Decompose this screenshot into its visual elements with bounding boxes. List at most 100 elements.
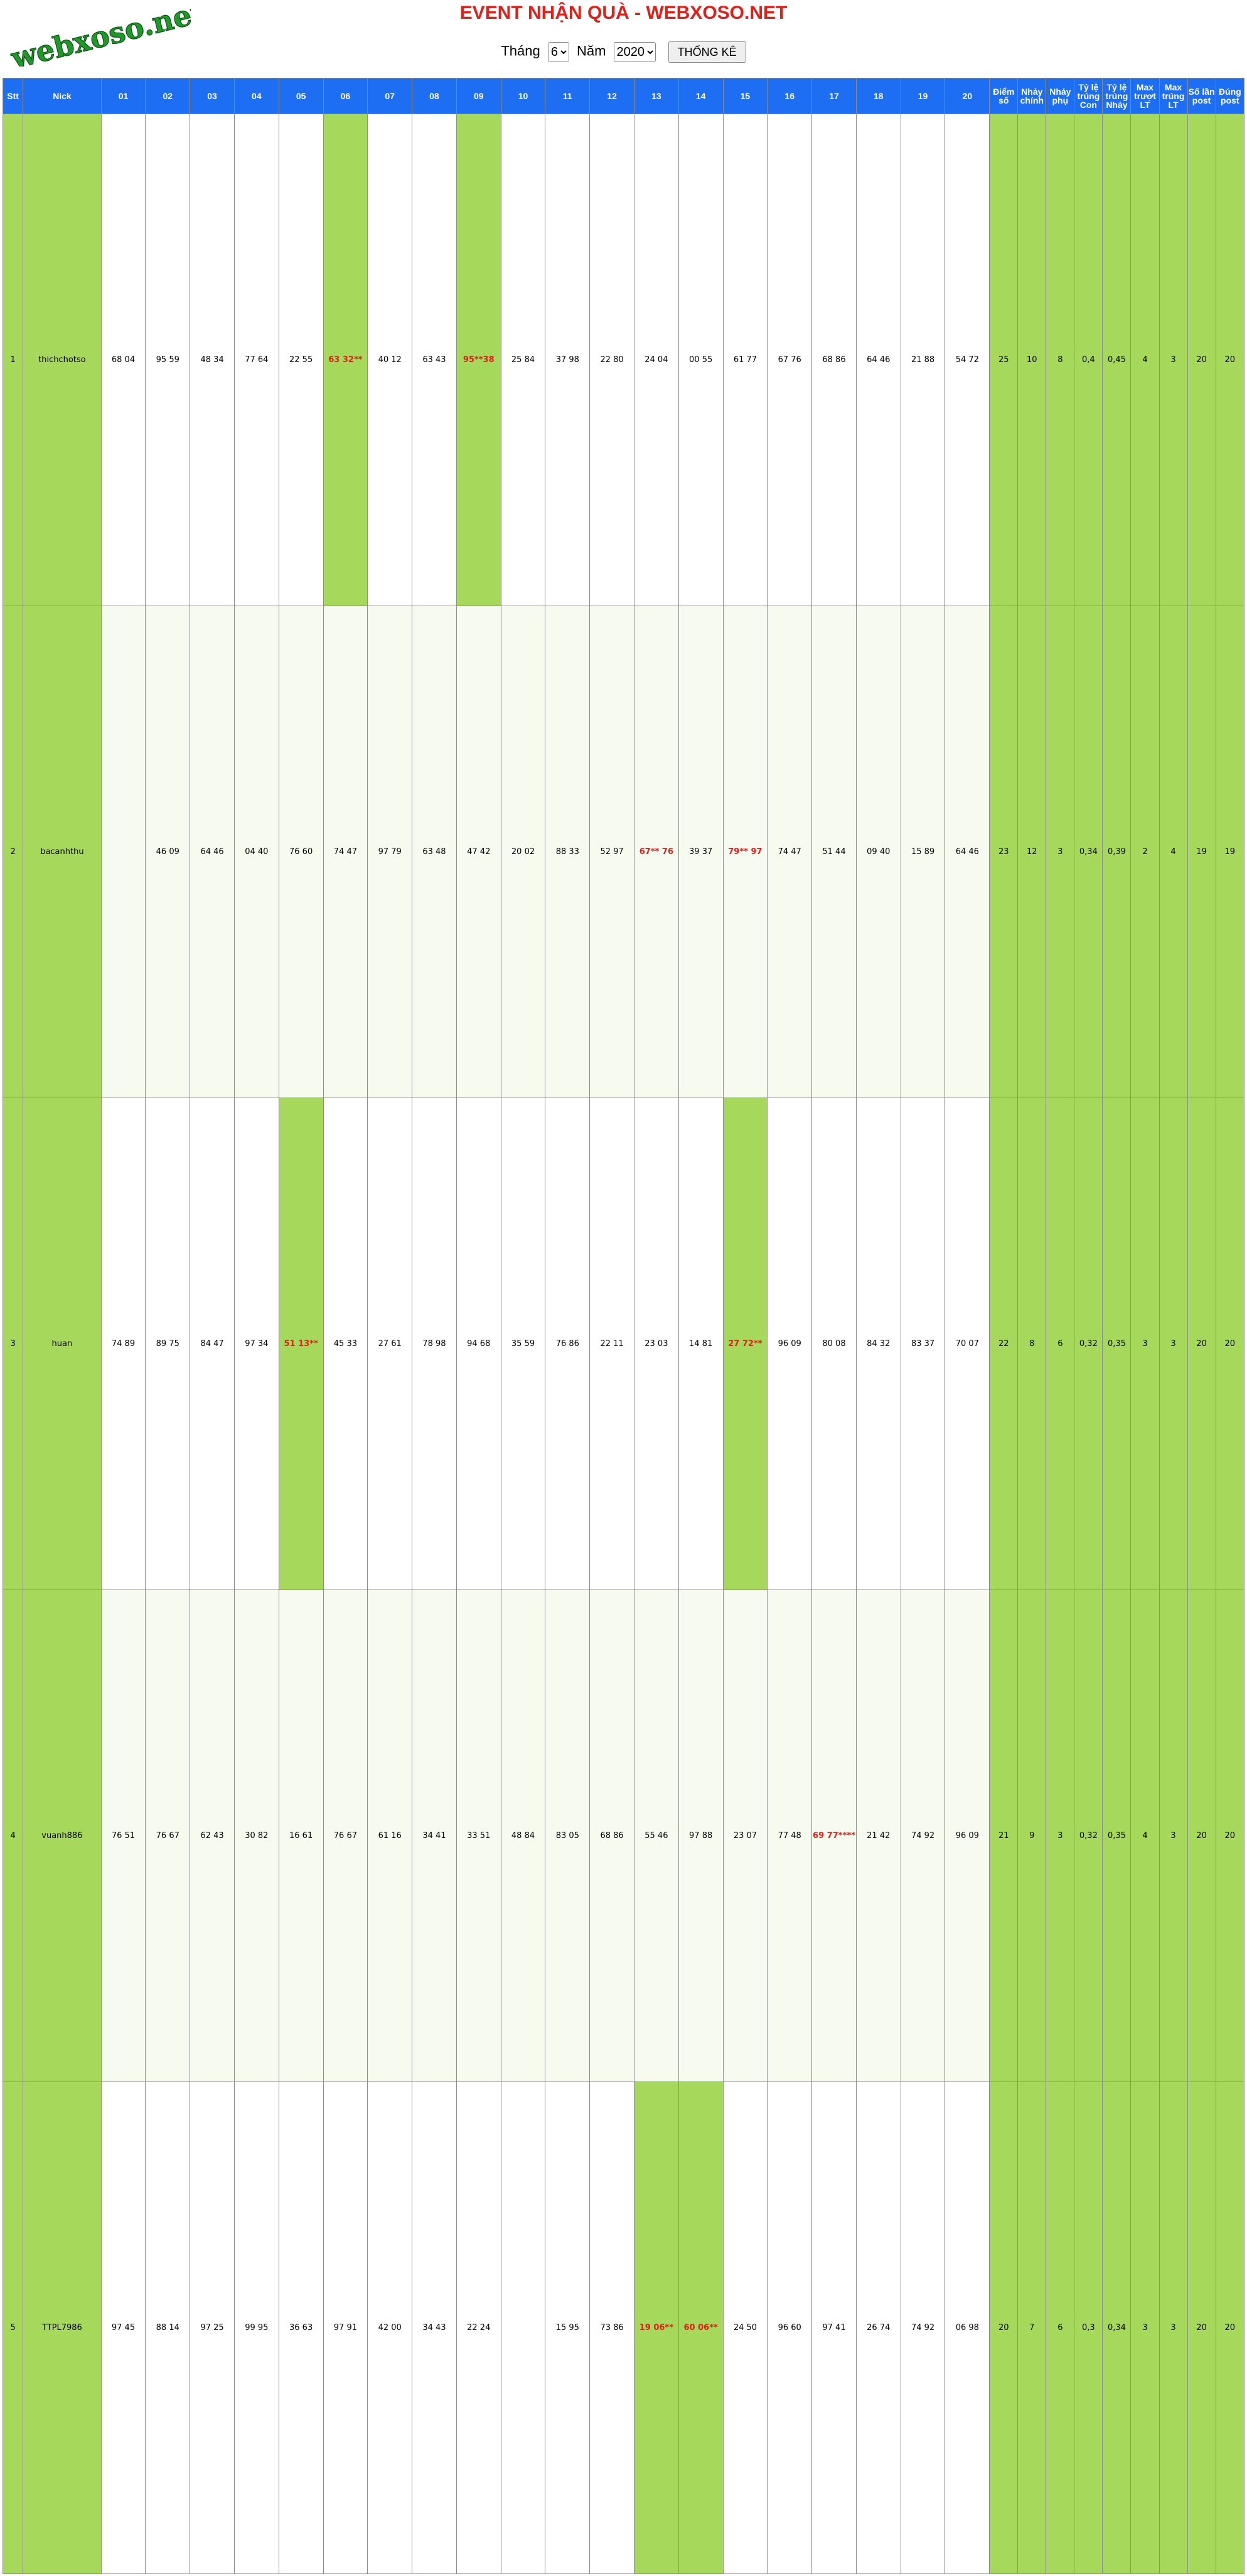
stat-cell: 20 bbox=[1215, 2082, 1245, 2574]
pick-cell: 06 98 bbox=[945, 2082, 990, 2574]
pick-cell: 23 03 bbox=[633, 1098, 679, 1590]
nick-cell[interactable]: vuanh886 bbox=[23, 1590, 102, 2082]
stat-cell: 3 bbox=[1159, 114, 1188, 606]
nick-cell[interactable]: bacanhthu bbox=[23, 606, 102, 1098]
nick-cell[interactable]: thichchotso bbox=[23, 114, 102, 606]
pick-cell: 97 41 bbox=[811, 2082, 857, 2574]
pick-cell: 96 09 bbox=[767, 1098, 813, 1590]
pick-cell: 64 46 bbox=[190, 606, 235, 1098]
pick-cell: 84 32 bbox=[855, 1098, 901, 1590]
pick-cell: 51 13** bbox=[278, 1098, 324, 1590]
month-label: Tháng bbox=[501, 43, 540, 59]
stat-cell: 20 bbox=[1187, 1590, 1216, 2082]
pick-cell: 77 48 bbox=[767, 1590, 813, 2082]
pick-cell: 21 88 bbox=[900, 114, 946, 606]
row-index: 3 bbox=[2, 1098, 24, 1590]
stats-table: Stt Nick 01 02 03 04 05 06 07 08 09 10 11 12 13 14 15 16 1… bbox=[2, 78, 1245, 2574]
stat-cell: 0,4 bbox=[1074, 114, 1103, 606]
column-header: Điểm số bbox=[989, 78, 1019, 114]
pick-cell: 04 40 bbox=[233, 606, 279, 1098]
stat-cell: 22 bbox=[989, 1098, 1019, 1590]
row-index: 1 bbox=[2, 114, 24, 606]
pick-cell: 15 95 bbox=[545, 2082, 591, 2574]
pick-cell: 97 45 bbox=[100, 2082, 146, 2574]
stat-cell: 7 bbox=[1017, 2082, 1047, 2574]
pick-cell: 26 74 bbox=[855, 2082, 901, 2574]
pick-cell: 62 43 bbox=[190, 1590, 235, 2082]
pick-cell: 61 77 bbox=[722, 114, 768, 606]
stat-cell: 23 bbox=[989, 606, 1019, 1098]
pick-cell: 96 60 bbox=[767, 2082, 813, 2574]
pick-cell: 22 55 bbox=[278, 114, 324, 606]
month-select[interactable]: 6 bbox=[547, 41, 569, 62]
column-header: 07 bbox=[367, 78, 413, 114]
pick-cell: 33 51 bbox=[456, 1590, 501, 2082]
stat-cell: 20 bbox=[1187, 1098, 1216, 1590]
stat-cell: 20 bbox=[1187, 114, 1216, 606]
column-header: Max trượt LT bbox=[1130, 78, 1160, 114]
pick-cell: 77 64 bbox=[233, 114, 279, 606]
pick-cell: 48 84 bbox=[500, 1590, 546, 2082]
pick-cell: 24 04 bbox=[633, 114, 679, 606]
pick-cell: 46 09 bbox=[145, 606, 191, 1098]
nick-cell[interactable]: TTPL7986 bbox=[23, 2082, 102, 2574]
pick-cell: 47 42 bbox=[456, 606, 501, 1098]
filter-form: Tháng 6 Năm 2020 THỐNG KÊ bbox=[0, 41, 1247, 63]
pick-cell: 89 75 bbox=[145, 1098, 191, 1590]
stat-cell: 25 bbox=[989, 114, 1019, 606]
pick-cell: 97 91 bbox=[323, 2082, 368, 2574]
pick-cell: 68 86 bbox=[811, 114, 857, 606]
column-header: 01 bbox=[100, 78, 146, 114]
column-header: 02 bbox=[145, 78, 191, 114]
column-header: Nick bbox=[23, 78, 102, 114]
pick-cell: 79** 97 bbox=[722, 606, 768, 1098]
pick-cell: 97 25 bbox=[190, 2082, 235, 2574]
stat-cell: 19 bbox=[1187, 606, 1216, 1098]
stat-cell: 4 bbox=[1130, 114, 1160, 606]
pick-cell: 30 82 bbox=[233, 1590, 279, 2082]
stat-cell: 0,32 bbox=[1074, 1098, 1103, 1590]
pick-cell: 52 97 bbox=[589, 606, 634, 1098]
stat-cell: 8 bbox=[1017, 1098, 1047, 1590]
column-header: 08 bbox=[412, 78, 457, 114]
pick-cell: 36 63 bbox=[278, 2082, 324, 2574]
stat-cell: 3 bbox=[1159, 1098, 1188, 1590]
stat-cell: 20 bbox=[1215, 1098, 1245, 1590]
pick-cell: 42 00 bbox=[367, 2082, 413, 2574]
pick-cell: 68 04 bbox=[100, 114, 146, 606]
stat-cell: 20 bbox=[989, 2082, 1019, 2574]
pick-cell: 24 50 bbox=[722, 2082, 768, 2574]
pick-cell: 21 42 bbox=[855, 1590, 901, 2082]
pick-cell: 61 16 bbox=[367, 1590, 413, 2082]
year-select[interactable]: 2020 bbox=[613, 41, 656, 62]
column-header: 06 bbox=[323, 78, 368, 114]
pick-cell: 76 67 bbox=[145, 1590, 191, 2082]
pick-cell: 67 76 bbox=[767, 114, 813, 606]
stat-cell: 10 bbox=[1017, 114, 1047, 606]
column-header: 10 bbox=[500, 78, 546, 114]
stat-cell: 0,45 bbox=[1102, 114, 1132, 606]
pick-cell: 80 08 bbox=[811, 1098, 857, 1590]
pick-cell: 97 34 bbox=[233, 1098, 279, 1590]
column-header: 18 bbox=[855, 78, 901, 114]
table-row: 3 huan 74 89 89 75 84 47 97 34 51 13** 45 33 27 … bbox=[2, 1098, 1245, 1590]
pick-cell: 34 41 bbox=[412, 1590, 457, 2082]
pick-cell: 83 05 bbox=[545, 1590, 591, 2082]
nick-cell[interactable]: huan bbox=[23, 1098, 102, 1590]
column-header: 15 bbox=[722, 78, 768, 114]
page-header: webxoso.net EVENT NHẬN QUÀ - WEBXOSO.NET… bbox=[0, 0, 1247, 74]
page-title: EVENT NHẬN QUÀ - WEBXOSO.NET bbox=[459, 3, 788, 23]
stat-cell: 3 bbox=[1130, 1098, 1160, 1590]
pick-cell: 22 80 bbox=[589, 114, 634, 606]
pick-cell: 76 51 bbox=[100, 1590, 146, 2082]
pick-cell: 97 79 bbox=[367, 606, 413, 1098]
stat-cell: 0,32 bbox=[1074, 1590, 1103, 2082]
column-header: 19 bbox=[900, 78, 946, 114]
pick-cell: 73 86 bbox=[589, 2082, 634, 2574]
submit-button[interactable]: THỐNG KÊ bbox=[668, 41, 746, 63]
column-header: 11 bbox=[545, 78, 591, 114]
pick-cell: 84 47 bbox=[190, 1098, 235, 1590]
stat-cell: 3 bbox=[1046, 1590, 1075, 2082]
pick-cell: 76 86 bbox=[545, 1098, 591, 1590]
stat-cell: 12 bbox=[1017, 606, 1047, 1098]
